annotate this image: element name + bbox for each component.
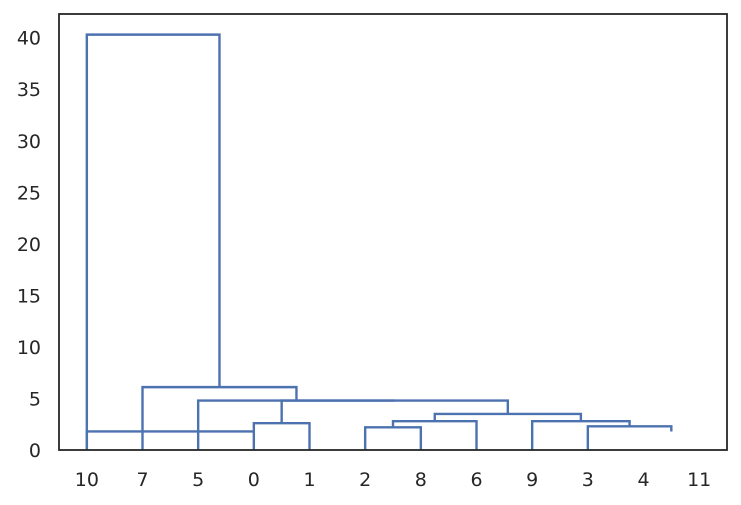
dendrogram-link-3 bbox=[363, 426, 423, 450]
dendrogram-link-0 bbox=[85, 430, 254, 450]
dendrogram-link-8 bbox=[196, 399, 395, 450]
x-tick-label: 4 bbox=[637, 469, 649, 491]
y-tick-label: 15 bbox=[17, 285, 41, 307]
x-tick-label: 10 bbox=[75, 469, 99, 491]
dendrogram-link-1 bbox=[586, 425, 673, 450]
plot-frame bbox=[58, 13, 728, 451]
y-tick-label: 40 bbox=[17, 28, 41, 50]
x-tick-label: 2 bbox=[359, 469, 371, 491]
x-tick-label: 7 bbox=[136, 469, 148, 491]
dendrogram-link-4 bbox=[391, 419, 478, 450]
dendrogram-link-6 bbox=[252, 422, 311, 450]
x-tick-label: 8 bbox=[415, 469, 427, 491]
y-tick-label: 5 bbox=[29, 388, 41, 410]
x-tick-label: 1 bbox=[303, 469, 315, 491]
y-tick-labels: 0 5 10 15 20 25 30 35 40 bbox=[17, 28, 41, 462]
x-tick-label: 11 bbox=[687, 469, 711, 491]
y-tick-label: 10 bbox=[17, 337, 41, 359]
x-tick-label: 3 bbox=[582, 469, 594, 491]
y-tick-label: 20 bbox=[17, 234, 41, 256]
y-tick-label: 30 bbox=[17, 131, 41, 153]
dendrogram-links bbox=[85, 33, 673, 450]
y-tick-label: 25 bbox=[17, 182, 41, 204]
x-tick-label: 0 bbox=[248, 469, 260, 491]
x-tick-label: 6 bbox=[470, 469, 482, 491]
dendrogram-link-10 bbox=[85, 33, 221, 450]
y-tick-label: 35 bbox=[17, 79, 41, 101]
dendrogram-link-7 bbox=[280, 399, 510, 424]
y-tick-label: 0 bbox=[29, 440, 41, 462]
x-tick-label: 5 bbox=[192, 469, 204, 491]
x-tick-label: 9 bbox=[526, 469, 538, 491]
x-tick-labels: 10 7 5 0 1 2 8 6 9 3 4 11 bbox=[75, 469, 712, 491]
dendrogram-link-9 bbox=[141, 385, 298, 450]
